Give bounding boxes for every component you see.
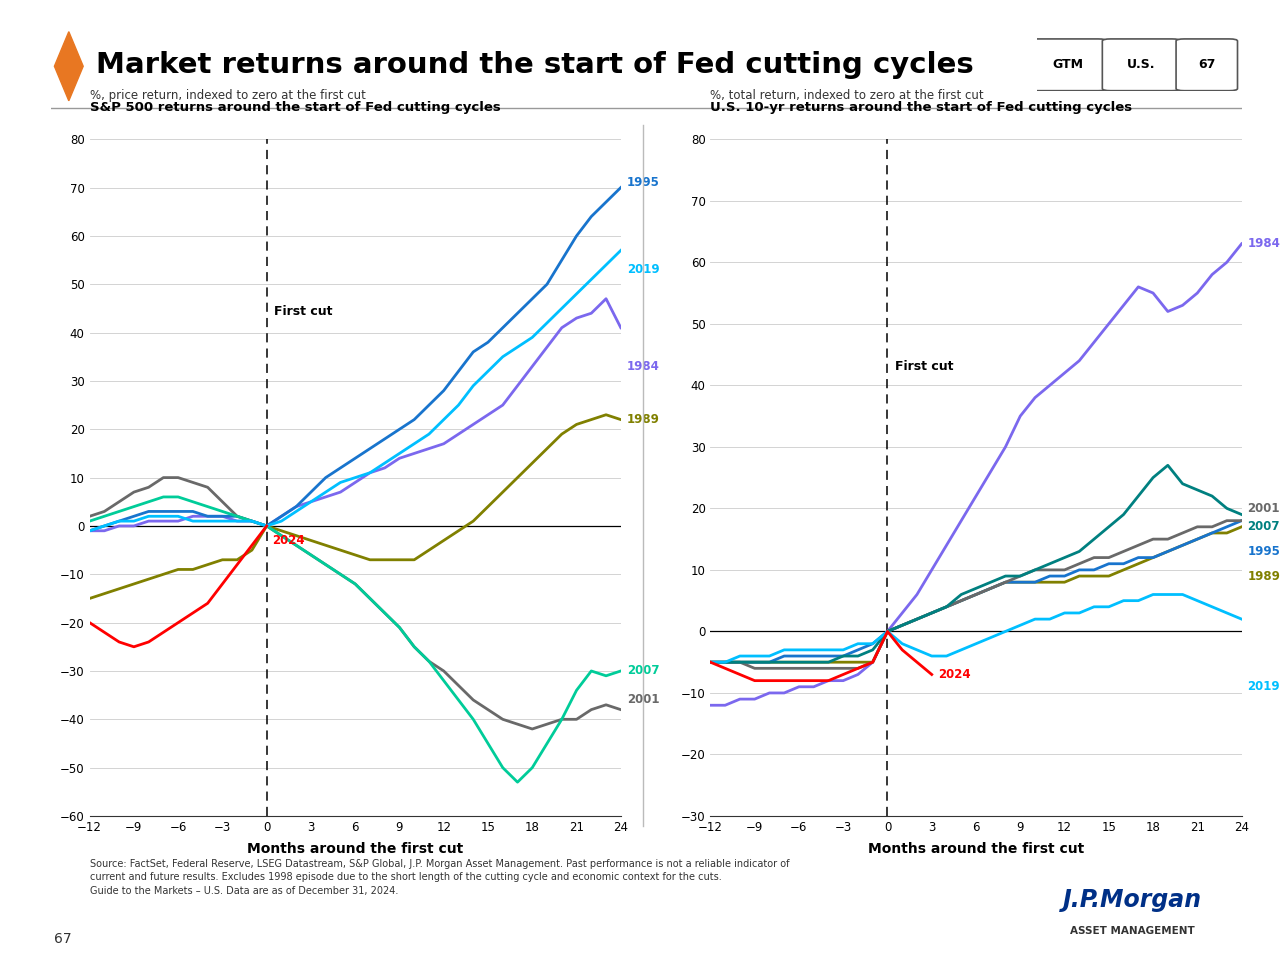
Text: 67: 67 bbox=[1198, 59, 1216, 71]
X-axis label: Months around the first cut: Months around the first cut bbox=[868, 842, 1084, 856]
Text: 1989: 1989 bbox=[627, 413, 659, 426]
Text: First cut: First cut bbox=[895, 360, 954, 373]
FancyBboxPatch shape bbox=[1176, 39, 1238, 90]
Text: Market returns around the start of Fed cutting cycles: Market returns around the start of Fed c… bbox=[96, 51, 974, 80]
Text: U.S.: U.S. bbox=[1126, 59, 1156, 71]
Text: Investing Principles: Investing Principles bbox=[24, 436, 35, 543]
Text: ASSET MANAGEMENT: ASSET MANAGEMENT bbox=[1070, 926, 1196, 936]
FancyBboxPatch shape bbox=[1102, 39, 1180, 90]
Text: GTM: GTM bbox=[1052, 59, 1083, 71]
Text: 1984: 1984 bbox=[1248, 237, 1280, 251]
Text: %, price return, indexed to zero at the first cut: %, price return, indexed to zero at the … bbox=[90, 89, 366, 102]
Text: 1989: 1989 bbox=[1248, 569, 1280, 583]
Text: U.S. 10-yr returns around the start of Fed cutting cycles: U.S. 10-yr returns around the start of F… bbox=[710, 102, 1133, 114]
Text: J.P.Morgan: J.P.Morgan bbox=[1064, 889, 1202, 912]
Text: 2001: 2001 bbox=[1248, 502, 1280, 515]
FancyBboxPatch shape bbox=[1029, 39, 1106, 90]
Text: Source: FactSet, Federal Reserve, LSEG Datastream, S&P Global, J.P. Morgan Asset: Source: FactSet, Federal Reserve, LSEG D… bbox=[90, 859, 788, 896]
Text: 2007: 2007 bbox=[627, 664, 659, 678]
Text: First cut: First cut bbox=[274, 305, 333, 318]
Text: %, total return, indexed to zero at the first cut: %, total return, indexed to zero at the … bbox=[710, 89, 984, 102]
X-axis label: Months around the first cut: Months around the first cut bbox=[247, 842, 463, 856]
Polygon shape bbox=[55, 32, 83, 101]
Text: 67: 67 bbox=[54, 932, 72, 946]
Text: 2024: 2024 bbox=[273, 534, 305, 547]
Text: S&P 500 returns around the start of Fed cutting cycles: S&P 500 returns around the start of Fed … bbox=[90, 102, 500, 114]
Text: 1995: 1995 bbox=[1248, 545, 1280, 558]
Text: 1995: 1995 bbox=[627, 177, 659, 189]
Text: 2001: 2001 bbox=[627, 693, 659, 707]
Text: 2024: 2024 bbox=[938, 668, 970, 681]
Text: 2019: 2019 bbox=[627, 263, 659, 276]
Text: 2007: 2007 bbox=[1248, 520, 1280, 534]
Text: 2019: 2019 bbox=[1248, 681, 1280, 693]
Text: 1984: 1984 bbox=[627, 360, 659, 372]
